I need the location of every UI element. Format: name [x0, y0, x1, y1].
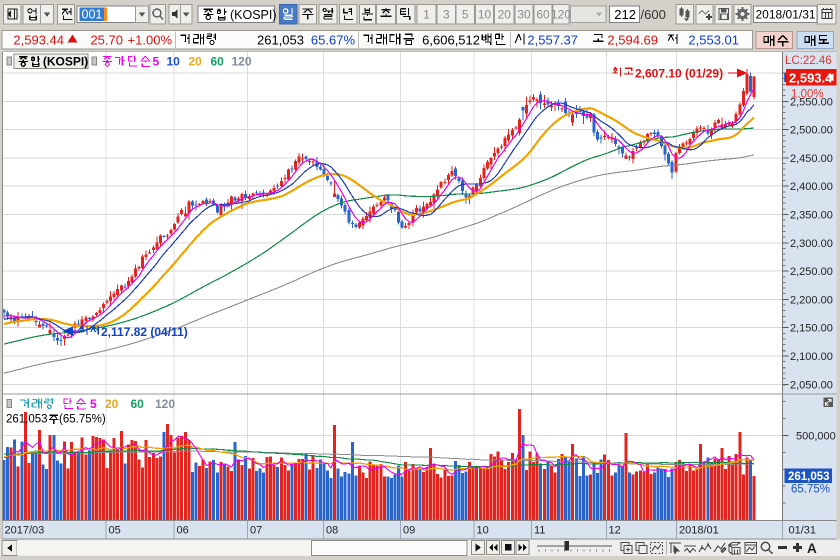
svg-text:2,593.44: 2,593.44 — [13, 32, 64, 47]
svg-text:2,250.00: 2,250.00 — [790, 266, 833, 278]
svg-text:6,606,512: 6,606,512 — [422, 32, 480, 47]
svg-text:+1.00%: +1.00% — [128, 32, 173, 47]
svg-text:001: 001 — [82, 8, 103, 22]
svg-text:20: 20 — [189, 54, 203, 68]
svg-text:(65.75%): (65.75%) — [59, 414, 106, 426]
svg-text:20: 20 — [105, 397, 119, 411]
svg-text:07: 07 — [250, 525, 262, 537]
svg-text:261,053: 261,053 — [788, 471, 830, 483]
svg-text:09: 09 — [403, 525, 415, 537]
svg-text:(KOSPI): (KOSPI) — [230, 8, 277, 22]
svg-text:2,400.00: 2,400.00 — [790, 181, 833, 193]
svg-text:01/31: 01/31 — [789, 525, 817, 537]
svg-text:08: 08 — [326, 525, 338, 537]
svg-text:A: A — [807, 541, 817, 556]
svg-text:(KOSPI): (KOSPI) — [43, 54, 88, 68]
svg-text:5: 5 — [153, 54, 160, 68]
svg-text:2,150.00: 2,150.00 — [790, 323, 833, 335]
svg-text:10: 10 — [167, 54, 181, 68]
svg-text:120: 120 — [551, 8, 571, 22]
svg-text:2,450.00: 2,450.00 — [790, 153, 833, 165]
svg-text:212: 212 — [614, 7, 636, 22]
svg-text:2,050.00: 2,050.00 — [790, 379, 833, 391]
svg-text:2017/03: 2017/03 — [5, 525, 45, 537]
svg-text:25.70: 25.70 — [90, 32, 123, 47]
svg-text:2,117.82 (04/11): 2,117.82 (04/11) — [101, 325, 188, 339]
svg-text:60: 60 — [131, 397, 145, 411]
svg-text:65.67%: 65.67% — [311, 32, 356, 47]
svg-text:2,553.01: 2,553.01 — [688, 32, 739, 47]
svg-text:2,607.10 (01/29): 2,607.10 (01/29) — [635, 67, 723, 81]
svg-text:11: 11 — [534, 525, 545, 537]
svg-text:500,000: 500,000 — [796, 431, 836, 443]
svg-text:120: 120 — [232, 54, 252, 68]
svg-text:60: 60 — [536, 8, 550, 22]
svg-text:12: 12 — [609, 525, 621, 537]
svg-text:2,557.37: 2,557.37 — [527, 32, 578, 47]
svg-text:2018/01: 2018/01 — [679, 525, 719, 537]
svg-text:2018/01/31: 2018/01/31 — [756, 8, 816, 22]
svg-text:120: 120 — [155, 397, 175, 411]
svg-text:261,053: 261,053 — [257, 32, 304, 47]
svg-text:05: 05 — [109, 525, 121, 537]
svg-text:2,594.69: 2,594.69 — [607, 32, 658, 47]
svg-text:/600: /600 — [641, 7, 666, 22]
svg-text:10: 10 — [478, 8, 492, 22]
svg-text:2,300.00: 2,300.00 — [790, 238, 833, 250]
svg-text:2,593.4: 2,593.4 — [789, 70, 833, 85]
svg-text:1: 1 — [423, 8, 430, 22]
svg-text:261,053: 261,053 — [6, 414, 48, 426]
svg-text:60: 60 — [211, 54, 225, 68]
svg-text:LC:22.46: LC:22.46 — [785, 55, 832, 67]
svg-text:3: 3 — [443, 8, 450, 22]
svg-text:30: 30 — [517, 8, 531, 22]
svg-text:06: 06 — [177, 525, 189, 537]
svg-text:2,200.00: 2,200.00 — [790, 294, 833, 306]
svg-text:65.75%: 65.75% — [791, 484, 830, 496]
svg-text:2,550.00: 2,550.00 — [790, 96, 833, 108]
svg-text:2,500.00: 2,500.00 — [790, 125, 833, 137]
svg-text:10: 10 — [477, 525, 489, 537]
svg-text:1.00%: 1.00% — [791, 89, 824, 101]
svg-text:5: 5 — [90, 397, 97, 411]
svg-text:5: 5 — [462, 8, 469, 22]
svg-text:2,350.00: 2,350.00 — [790, 210, 833, 222]
svg-text:20: 20 — [498, 8, 512, 22]
svg-text:2,100.00: 2,100.00 — [790, 351, 833, 363]
